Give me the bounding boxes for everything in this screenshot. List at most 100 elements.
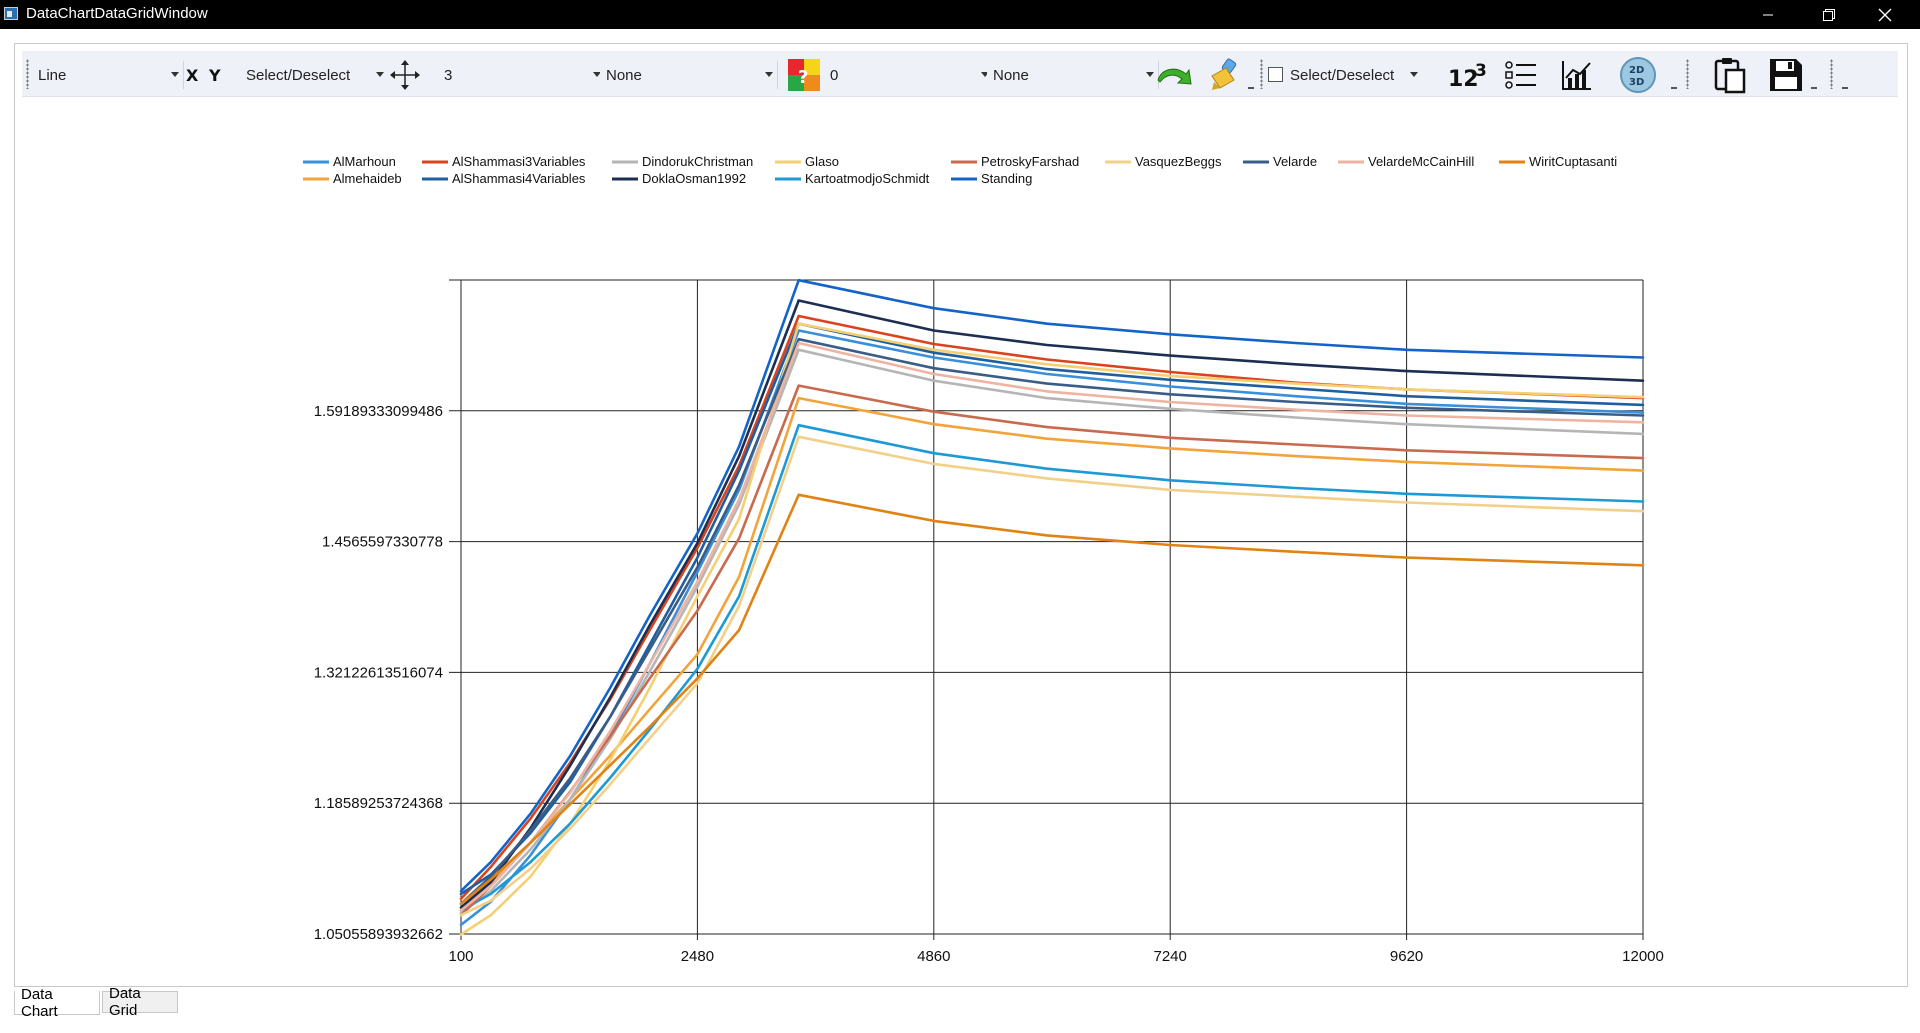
fill-combo[interactable]: None [987, 61, 1159, 89]
legend-entry: WiritCuptasanti [1499, 154, 1617, 169]
chevron-down-icon [593, 72, 601, 77]
tab-data-chart[interactable]: Data Chart [14, 986, 100, 1020]
y-axis-icon[interactable]: Y [205, 58, 227, 92]
svg-text:3D: 3D [1629, 77, 1644, 88]
series-line-kartoatmodjoschmidt [459, 423, 1645, 912]
dropdown-small-icon[interactable] [1671, 87, 1677, 89]
line-width-value: 3 [444, 66, 453, 84]
series-line-wiritcuptasanti [459, 493, 1645, 905]
select-deselect-label-2: Select/Deselect [1290, 66, 1395, 84]
chevron-down-icon [981, 72, 989, 77]
series-line-alshammasi4variables [459, 322, 1645, 896]
chart-gridlines [449, 279, 1644, 940]
move-cross-icon[interactable] [388, 58, 422, 92]
y-tick-label: 1.18589253724368 [314, 795, 443, 812]
legend-label: AlMarhoun [333, 154, 396, 169]
series-line-almehaideb [459, 396, 1645, 909]
window-title: DataChartDataGridWindow [26, 5, 208, 22]
legend-label: WiritCuptasanti [1529, 154, 1617, 169]
title-bar: DataChartDataGridWindow [0, 0, 1920, 29]
legend-entry: AlShammasi4Variables [422, 171, 586, 186]
select-deselect-label: Select/Deselect [246, 66, 351, 84]
window-client: 100 2480 4860 7240 9620 12000 1.05055893932662… [0, 29, 1920, 1033]
legend-label: VasquezBeggs [1135, 154, 1222, 169]
x-tick-label: 12000 [1622, 948, 1664, 965]
series-line-doklaosman1992 [459, 299, 1645, 909]
toolbar-grip[interactable] [26, 59, 29, 89]
chevron-down-icon [1410, 72, 1418, 77]
undo-arrow-icon[interactable] [1154, 58, 1194, 92]
offset-combo[interactable]: 0 [824, 61, 994, 89]
marker-combo[interactable]: None [600, 61, 778, 89]
chart-type-combo[interactable]: Line [32, 61, 184, 89]
x-tick-label: 100 [448, 948, 473, 965]
toolbar-overflow-grip[interactable] [1830, 59, 1833, 89]
legend-entry: DoklaOsman1992 [612, 171, 746, 186]
svg-text:12: 12 [1448, 67, 1479, 92]
series-line-almarhoun [459, 329, 1645, 927]
number-format-icon[interactable]: 12 3 [1446, 58, 1492, 92]
clipboard-copy-icon[interactable] [1710, 58, 1750, 94]
series-line-dindorukchristman [459, 348, 1645, 915]
app-icon [4, 7, 18, 20]
series-line-velarde [459, 337, 1645, 905]
legend-entry: Almehaideb [303, 171, 402, 186]
chevron-down-icon [376, 72, 384, 77]
legend-list-icon[interactable] [1504, 58, 1538, 92]
paint-brush-icon[interactable] [1206, 58, 1246, 92]
fill-value: None [993, 66, 1029, 84]
restore-button[interactable] [1806, 0, 1852, 29]
offset-value: 0 [830, 66, 839, 84]
chart-line-icon[interactable] [1560, 58, 1594, 92]
chevron-down-icon [171, 72, 179, 77]
toolbar-separator [1260, 59, 1263, 89]
y-tick-label: 1.59189333099486 [314, 403, 443, 420]
legend-label: Standing [981, 171, 1032, 186]
legend-entry: AlMarhoun [303, 154, 396, 169]
color-palette-icon[interactable]: ? [787, 58, 821, 92]
legend-entry: AlShammasi3Variables [422, 154, 586, 169]
legend-entry: VasquezBeggs [1105, 154, 1222, 169]
svg-text:Y: Y [208, 66, 221, 84]
marker-value: None [606, 66, 642, 84]
x-tick-label: 4860 [917, 948, 950, 965]
legend-label: KartoatmodjoSchmidt [805, 171, 930, 186]
save-disk-icon[interactable] [1766, 58, 1806, 92]
series-line-velardemccainhill [459, 341, 1645, 912]
select-deselect-combo[interactable]: Select/Deselect [240, 61, 392, 89]
legend-label: AlShammasi3Variables [452, 154, 586, 169]
series-line-alshammasi3variables [459, 314, 1645, 901]
svg-text:?: ? [798, 67, 808, 88]
y-tick-label: 1.05055893932662 [314, 926, 443, 943]
select-deselect-checkbox[interactable] [1268, 67, 1283, 82]
legend-entry: VelardeMcCainHill [1338, 154, 1474, 169]
x-tick-label: 2480 [681, 948, 714, 965]
legend-label: AlShammasi4Variables [452, 171, 586, 186]
line-width-combo[interactable]: 3 [438, 61, 606, 89]
legend-label: Velarde [1273, 154, 1317, 169]
dropdown-small-icon[interactable] [1811, 87, 1817, 89]
close-button[interactable] [1862, 0, 1908, 29]
y-tick-label: 1.4565597330778 [322, 534, 443, 551]
legend-label: DoklaOsman1992 [642, 171, 746, 186]
dropdown-small-icon[interactable] [1248, 87, 1254, 89]
legend-entry: Velarde [1243, 154, 1317, 169]
legend-entry: Standing [951, 171, 1032, 186]
x-axis-icon[interactable]: X [182, 58, 204, 92]
legend-label: Glaso [805, 154, 839, 169]
legend-label: DindorukChristman [642, 154, 753, 169]
chart-legend: AlMarhoun AlShammasi3Variables DindorukChr… [303, 154, 1617, 186]
chevron-down-icon [765, 72, 773, 77]
line-chart: 100 2480 4860 7240 9620 12000 1.05055893932662… [303, 154, 1664, 965]
overflow-chevron-icon[interactable] [1842, 87, 1848, 89]
svg-text:2D: 2D [1629, 65, 1644, 76]
2d-3d-toggle-icon[interactable]: 2D 3D [1618, 57, 1658, 93]
tab-data-grid[interactable]: Data Grid [102, 985, 178, 1019]
x-tick-label: 9620 [1390, 948, 1423, 965]
select-deselect-combo-2[interactable]: Select/Deselect [1284, 61, 1424, 89]
y-tick-label: 1.32122613516074 [314, 664, 443, 681]
minimize-button[interactable] [1745, 0, 1791, 29]
legend-entry: DindorukChristman [612, 154, 753, 169]
x-tick-label: 7240 [1154, 948, 1187, 965]
legend-label: PetroskyFarshad [981, 154, 1079, 169]
